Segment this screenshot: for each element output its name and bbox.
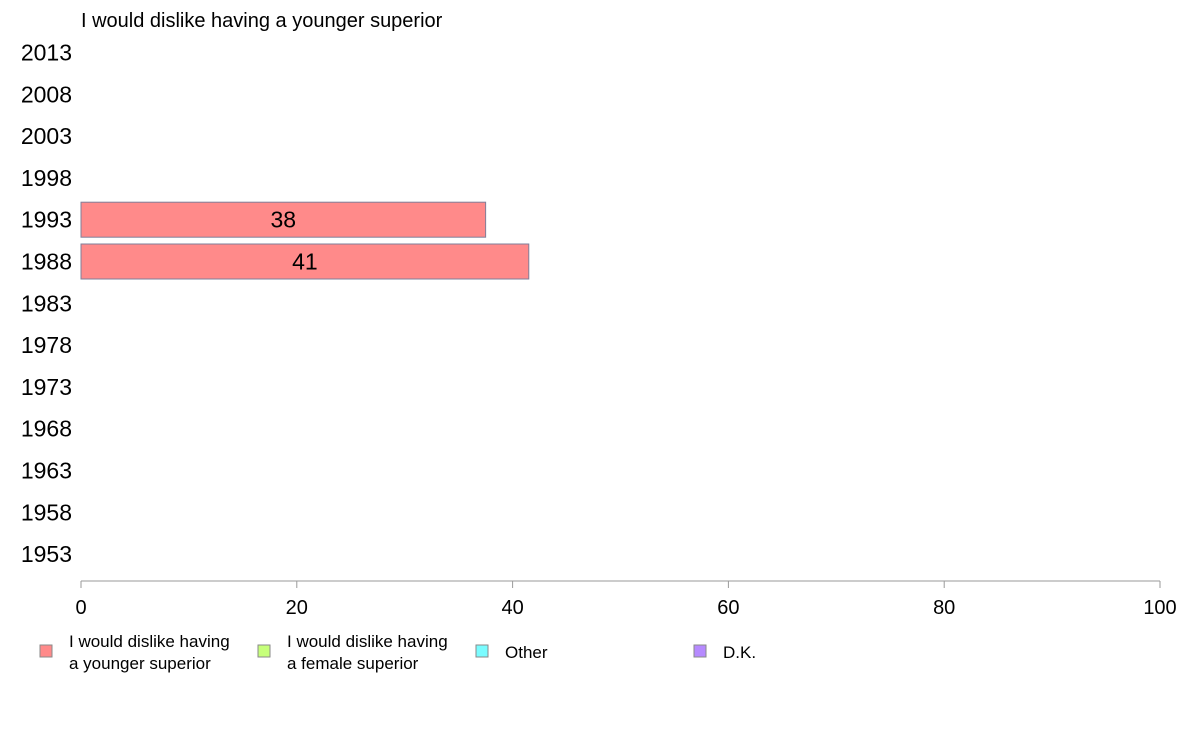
y-tick-label: 1953: [21, 541, 72, 567]
legend-swatch: [475, 644, 489, 658]
y-tick-label: 1988: [21, 249, 72, 275]
y-tick-label: 2008: [21, 81, 72, 107]
y-tick-label: 1963: [21, 458, 72, 484]
legend-label: a younger superior: [69, 654, 211, 673]
y-tick-label: 1958: [21, 499, 72, 525]
x-tick-label: 20: [286, 597, 308, 619]
legend-label: a female superior: [287, 654, 419, 673]
x-tick-label: 100: [1143, 597, 1176, 619]
bar: [80, 201, 487, 238]
y-tick-label: 1993: [21, 207, 72, 233]
legend-label: D.K.: [723, 643, 756, 662]
y-tick-label: 1998: [21, 165, 72, 191]
legend-label: I would dislike having: [69, 632, 230, 651]
legend-swatch: [257, 644, 271, 658]
x-tick-label: 60: [717, 597, 739, 619]
x-tick-label: 80: [933, 597, 955, 619]
legend-label: I would dislike having: [287, 632, 448, 651]
x-axis-ticks: 0 20 40 60 80 100: [75, 581, 1177, 619]
bars: 38 41: [80, 201, 530, 280]
bar: [80, 243, 530, 280]
x-tick-label: 40: [501, 597, 523, 619]
y-tick-label: 1978: [21, 332, 72, 358]
legend: I would dislike having a younger superior…: [39, 632, 756, 673]
legend-label: Other: [505, 643, 548, 662]
y-tick-label: 1983: [21, 290, 72, 316]
data-label: 38: [271, 207, 297, 233]
y-axis-labels: 2013 2008 2003 1998 1993 1988 1983 1978 1973 1968…: [21, 40, 72, 568]
legend-swatch: [39, 644, 53, 658]
chart-title: I would dislike having a younger superio…: [81, 10, 443, 32]
y-tick-label: 1968: [21, 416, 72, 442]
x-tick-label: 0: [75, 597, 86, 619]
y-tick-label: 2003: [21, 123, 72, 149]
data-label: 41: [292, 249, 318, 275]
y-tick-label: 2013: [21, 40, 72, 66]
legend-swatch: [693, 644, 707, 658]
y-tick-label: 1973: [21, 374, 72, 400]
